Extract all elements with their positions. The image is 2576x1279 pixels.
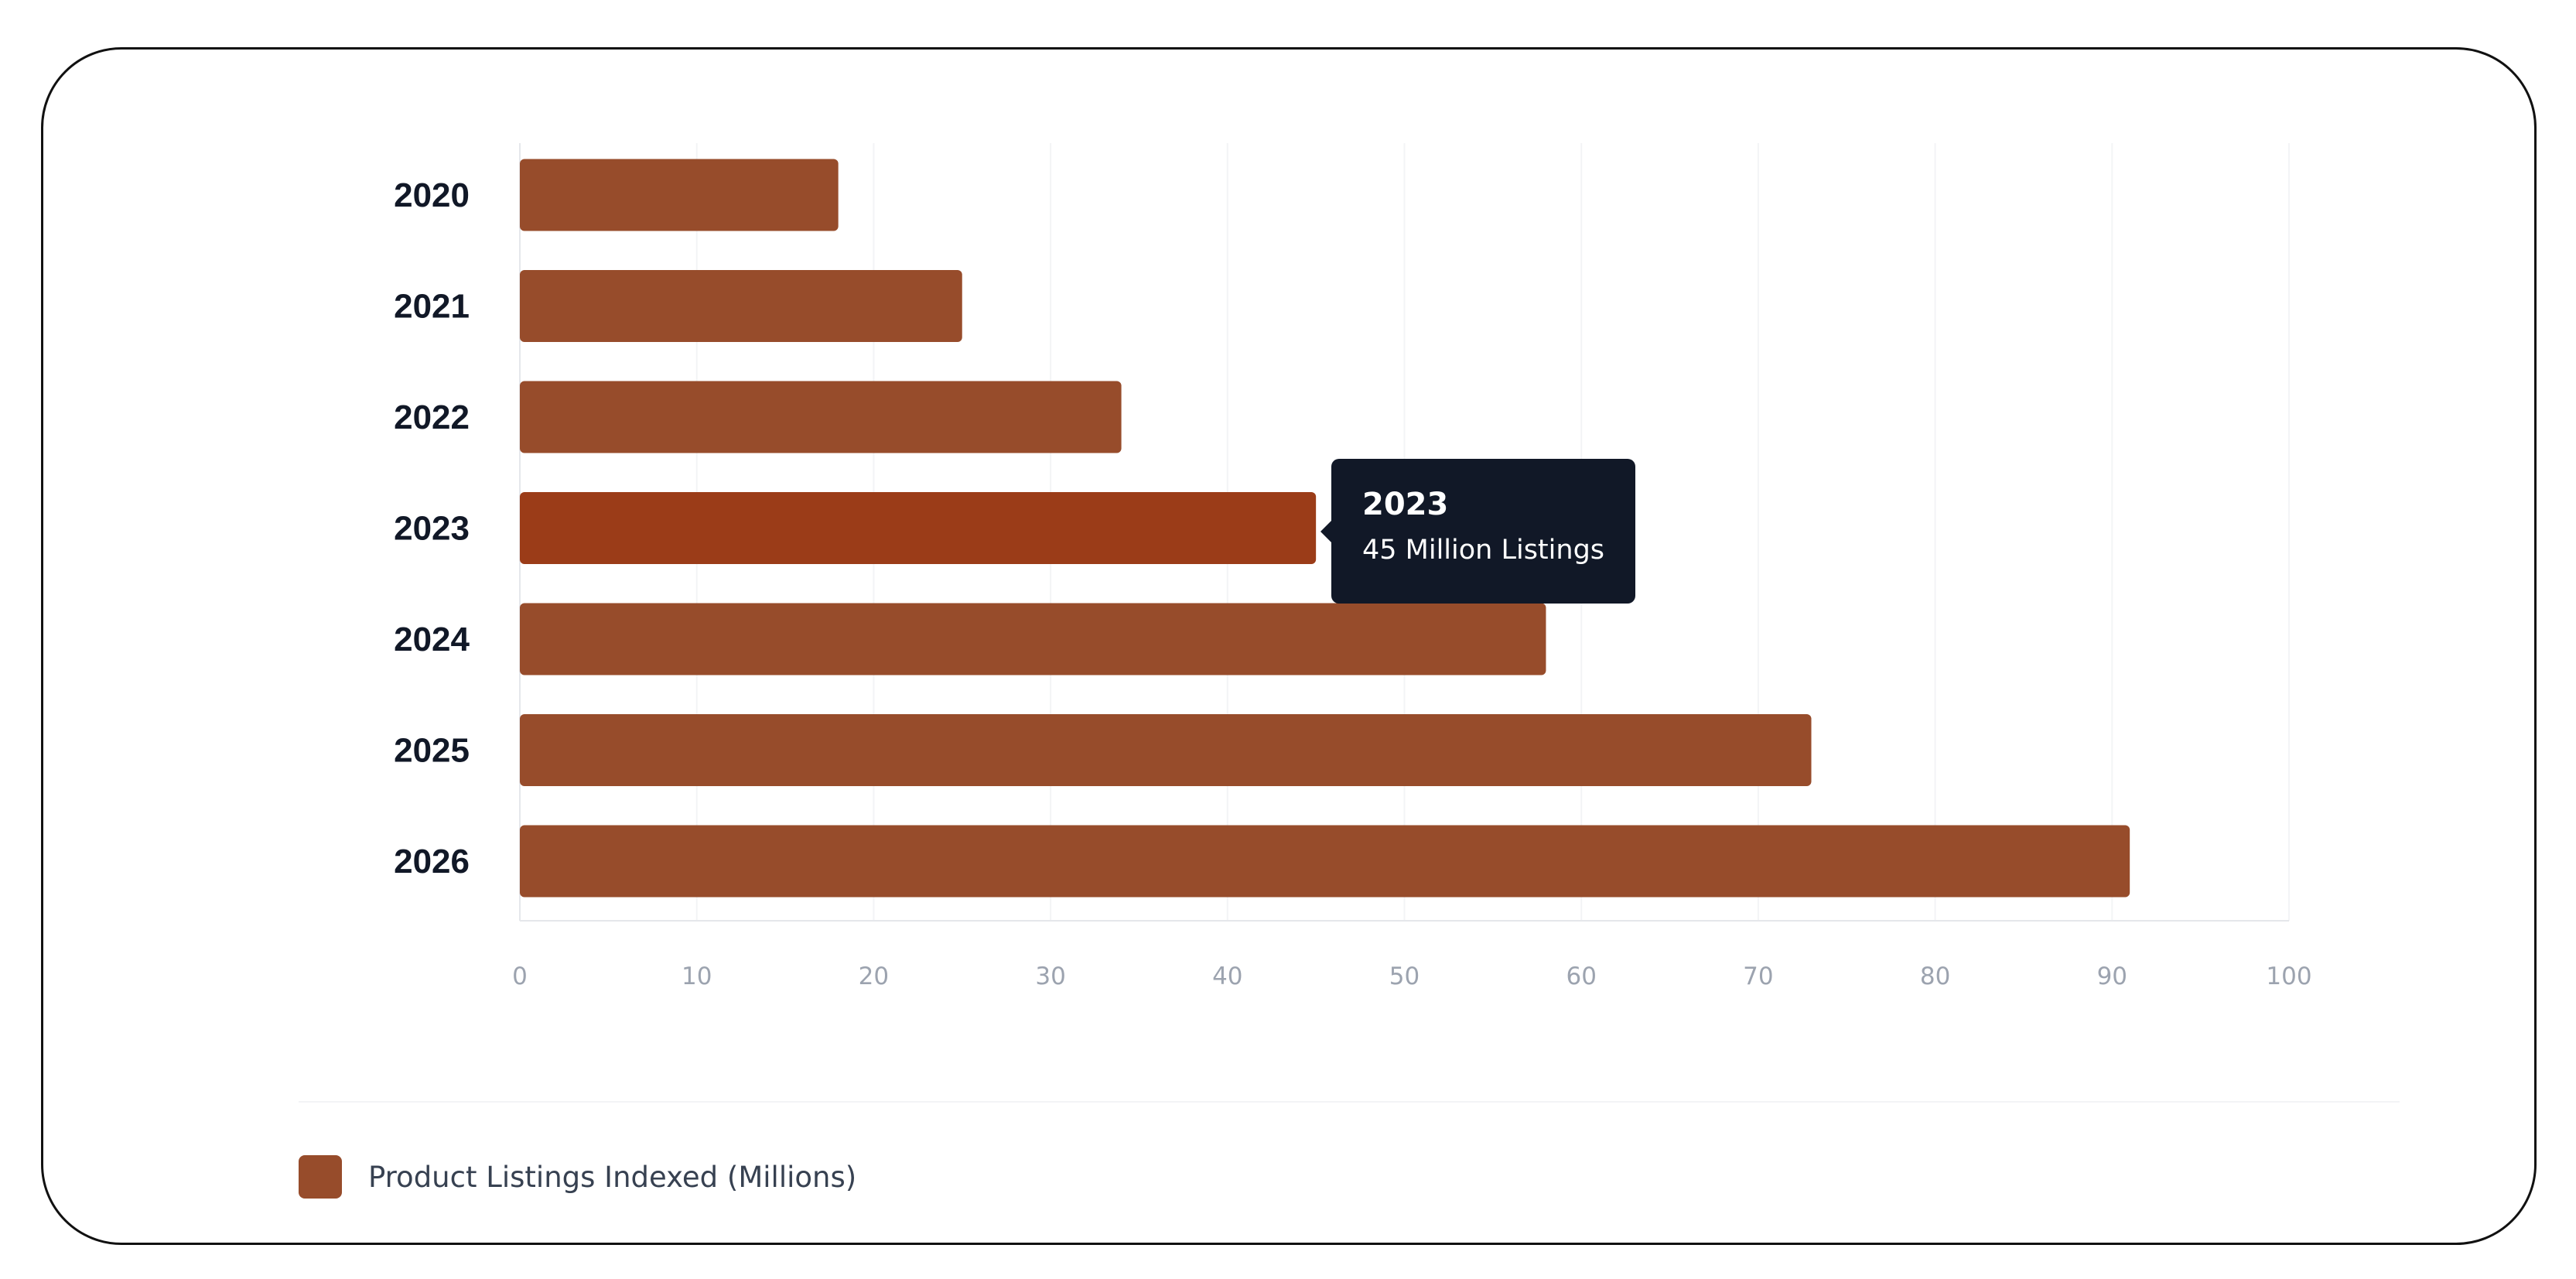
x-tick-label: 20	[859, 963, 889, 990]
y-axis-label: 2021	[394, 288, 470, 326]
x-tick-label: 70	[1743, 963, 1773, 990]
x-axis-ticks: 0 10 20 30 40 50 60 70 80 90 100	[512, 963, 2311, 990]
x-tick-label: 50	[1389, 963, 1420, 990]
tooltip-title: 2023	[1362, 487, 1449, 522]
y-axis-label: 2025	[394, 732, 470, 770]
tooltip: 2023 45 Million Listings	[1320, 459, 1635, 604]
x-tick-label: 80	[1920, 963, 1950, 990]
x-tick-label: 40	[1212, 963, 1242, 990]
x-tick-label: 90	[2097, 963, 2127, 990]
y-axis-labels: 2020 2021 2022 2023 2024 2025 2026	[394, 176, 470, 881]
bar-2026[interactable]	[520, 825, 2130, 898]
bars	[520, 159, 2130, 898]
bar-2025[interactable]	[520, 714, 1812, 786]
x-tick-label: 30	[1035, 963, 1065, 990]
x-tick-label: 100	[2266, 963, 2311, 990]
bar-2021[interactable]	[520, 270, 962, 342]
x-tick-label: 0	[512, 963, 528, 990]
x-tick-label: 60	[1566, 963, 1596, 990]
bar-2023[interactable]	[520, 492, 1317, 564]
y-axis-label: 2024	[394, 621, 470, 658]
bar-2020[interactable]	[520, 159, 839, 231]
legend-swatch	[299, 1155, 342, 1199]
y-axis-label: 2020	[394, 176, 470, 214]
bar-2022[interactable]	[520, 381, 1122, 453]
legend[interactable]: Product Listings Indexed (Millions)	[299, 1155, 856, 1199]
y-axis-label: 2023	[394, 510, 470, 548]
x-tick-label: 10	[682, 963, 712, 990]
legend-label: Product Listings Indexed (Millions)	[368, 1160, 857, 1194]
y-axis-label: 2026	[394, 843, 470, 881]
bar-2024[interactable]	[520, 603, 1546, 675]
tooltip-text: 45 Million Listings	[1362, 535, 1605, 566]
y-axis-label: 2022	[394, 398, 470, 436]
